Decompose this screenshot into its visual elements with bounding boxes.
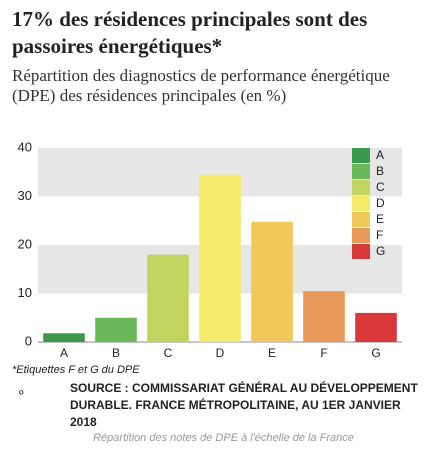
source: SOURCE : COMMISSARIAT GÉNÉRAL AU DÉVELOP… <box>70 381 418 429</box>
bar <box>303 291 345 342</box>
legend-label: D <box>376 196 385 210</box>
bar <box>199 174 241 342</box>
legend-label: B <box>376 164 384 178</box>
bar <box>355 312 397 342</box>
legend-label: E <box>376 212 384 226</box>
y-tick-label: 20 <box>18 236 32 251</box>
legend-swatch <box>352 148 370 163</box>
legend-swatch <box>352 196 370 211</box>
legend-label: G <box>376 244 385 258</box>
y-tick-label: 10 <box>18 285 32 300</box>
legend-swatch <box>352 164 370 179</box>
chart: *Etiquettes F et G du DPE 010203040AABBC… <box>12 139 402 376</box>
bar <box>147 254 189 342</box>
bar <box>43 333 85 342</box>
legend-label: F <box>376 228 383 242</box>
y-tick-label: 0 <box>25 333 32 348</box>
bar <box>95 317 137 342</box>
legend-swatch <box>352 244 370 259</box>
x-tick-label: E <box>268 346 276 360</box>
chart-title: 17% des résidences principales sont des … <box>12 7 368 58</box>
legend-label: A <box>376 148 384 162</box>
x-tick-label: C <box>164 346 173 360</box>
legend-swatch <box>352 180 370 195</box>
bar <box>251 221 293 342</box>
caption: Répartition des notes de DPE à l'échelle… <box>93 432 354 444</box>
x-tick-label: F <box>320 346 327 360</box>
footnote: *Etiquettes F et G du DPE <box>12 364 140 376</box>
y-tick-label: 30 <box>18 188 32 203</box>
degree-mark: ° <box>18 388 25 405</box>
x-tick-label: D <box>216 346 225 360</box>
legend-label: C <box>376 180 385 194</box>
x-tick-label: A <box>60 346 68 360</box>
legend-swatch <box>352 212 370 227</box>
chart-subtitle: Répartition des diagnostics de performan… <box>12 66 390 105</box>
x-tick-label: G <box>371 346 380 360</box>
y-tick-label: 40 <box>18 139 32 154</box>
legend-swatch <box>352 228 370 243</box>
x-tick-label: B <box>112 346 120 360</box>
